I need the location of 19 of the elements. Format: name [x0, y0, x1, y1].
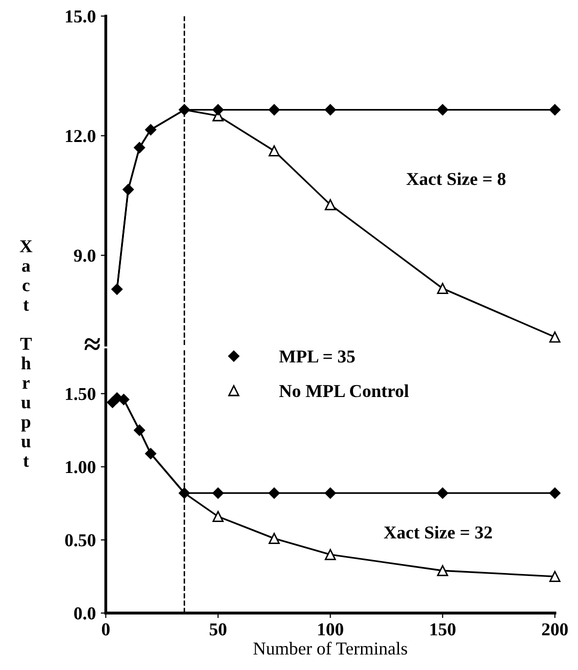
x-axis-title: Number of Terminals [253, 642, 408, 655]
x-tick-label: 200 [542, 623, 568, 636]
x-tick-label: 50 [210, 623, 226, 636]
legend-label: MPL = 35 [279, 350, 355, 363]
y-tick-label: 0.50 [65, 534, 96, 546]
y-tick-label: 9.0 [74, 250, 96, 262]
y-tick-label: 1.50 [66, 388, 96, 400]
annotation: Xact Size = 8 [406, 172, 506, 186]
y-tick-label: 12.0 [66, 130, 96, 142]
y-tick-label: 1.00 [66, 461, 96, 474]
y-tick-label: 15.0 [66, 10, 96, 23]
text: ≈ [84, 338, 100, 350]
text: Xact Thruput [20, 240, 32, 467]
annotation: Xact Size = 32 [384, 526, 492, 539]
x-tick-label: 100 [318, 623, 344, 636]
y-tick-label: 0.0 [74, 607, 96, 620]
legend-label: No MPL Control [279, 384, 409, 398]
x-tick-label: 0 [102, 623, 110, 636]
x-tick-label: 150 [430, 623, 456, 636]
